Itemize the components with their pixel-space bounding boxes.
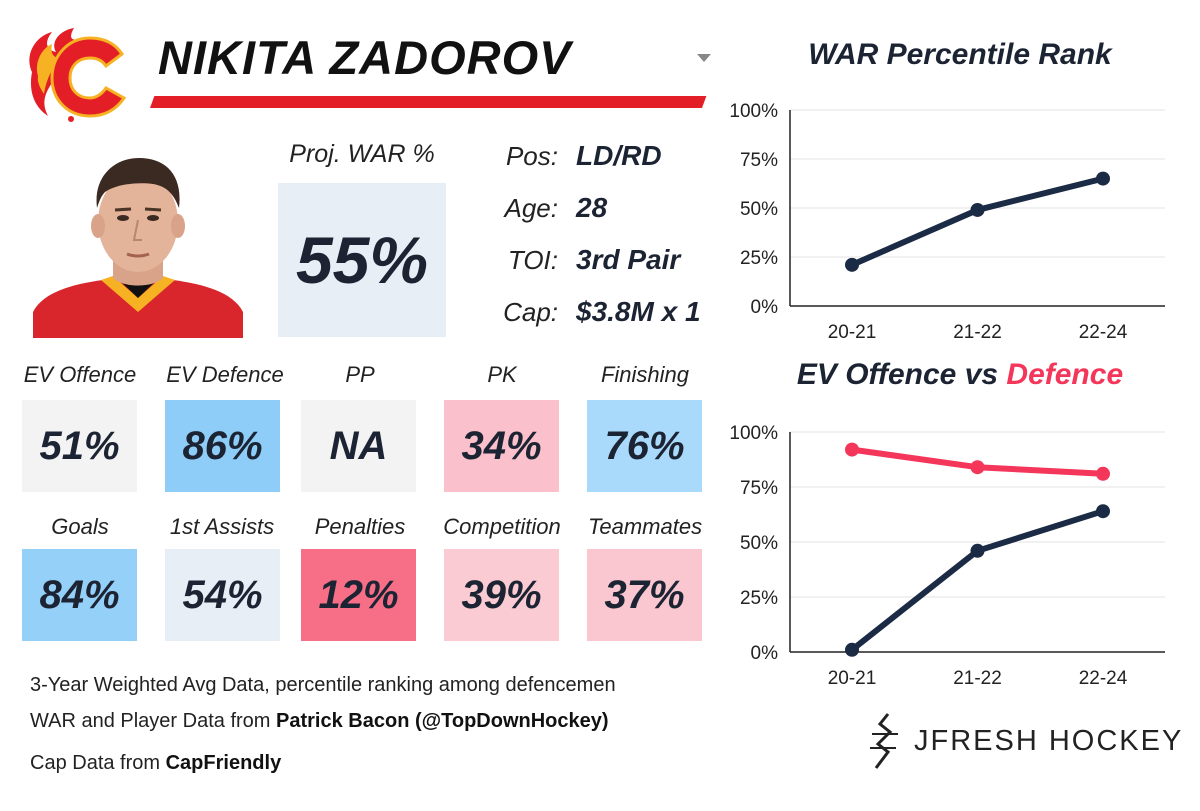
info-row-cap: Cap: $3.8M x 1: [470, 292, 710, 332]
y-tick-label: 50%: [740, 199, 778, 220]
team-logo: [29, 28, 127, 122]
metric-box-1st-assists: 54%: [165, 549, 280, 641]
info-value: $3.8M x 1: [576, 296, 701, 327]
metric-value: 86%: [182, 423, 263, 468]
metric-value: 76%: [604, 423, 685, 468]
data-point: [845, 257, 859, 272]
info-row-position: Pos: LD/RD: [470, 136, 710, 176]
chart-title-ev-part2: Defence: [1006, 358, 1124, 391]
x-tick-label: 20-21: [828, 322, 877, 343]
y-tick-label: 25%: [740, 588, 778, 609]
metric-value: 34%: [461, 423, 542, 468]
series-line: [849, 175, 1106, 268]
chart-title-ev-part1: EV Offence vs: [796, 358, 1007, 391]
info-value: 28: [576, 192, 608, 223]
chevron-down-icon[interactable]: [697, 54, 711, 62]
metric-label-pp: PP: [345, 362, 375, 387]
info-value: 3rd Pair: [576, 244, 681, 275]
proj-war-label: Proj. WAR %: [289, 140, 435, 168]
metric-value: 39%: [461, 572, 542, 617]
y-tick-label: 25%: [740, 248, 778, 269]
brand: JFRESH HOCKEY: [868, 712, 1183, 770]
data-point: [970, 202, 985, 217]
metric-box-penalties: 12%: [301, 549, 416, 641]
info-row-age: Age: 28: [470, 188, 710, 228]
footnote-war-credit: Patrick Bacon (@TopDownHockey): [276, 710, 609, 732]
y-tick-label: 0%: [751, 297, 779, 318]
data-point: [1096, 466, 1110, 481]
footnote-method: 3-Year Weighted Avg Data, percentile ran…: [30, 674, 616, 696]
y-tick-label: 100%: [729, 423, 778, 444]
metric-label-finishing: Finishing: [600, 362, 690, 387]
metric-value: NA: [329, 423, 388, 468]
metric-value: 54%: [182, 572, 263, 617]
metric-value: 51%: [39, 423, 120, 468]
data-point: [970, 460, 985, 475]
metric-box-teammates: 37%: [587, 549, 702, 641]
proj-war-box: 55%: [278, 183, 446, 337]
metric-label-goals: Goals: [51, 514, 109, 539]
brand-logo-icon: [870, 713, 898, 769]
metric-label-teammates: Teammates: [587, 514, 703, 539]
player-photo: [33, 158, 243, 338]
data-point: [1096, 171, 1110, 186]
chart-title-war: WAR Percentile Rank: [808, 38, 1112, 71]
data-point: [970, 543, 985, 558]
x-tick-label: 22-24: [1079, 322, 1128, 343]
x-tick-label: 21-22: [953, 322, 1002, 343]
metric-box-pp: NA: [301, 400, 416, 492]
x-tick-label: 22-24: [1079, 668, 1128, 689]
footnote-war-prefix: WAR and Player Data from: [30, 710, 277, 732]
chart-ev-offence-defence: 0% 25% 50% 75% 100% 20-21 21-22 22-24: [729, 423, 1165, 689]
footnote-cap-prefix: Cap Data from: [30, 752, 166, 774]
data-point: [845, 642, 859, 657]
y-tick-label: 75%: [740, 478, 778, 499]
metric-box-ev-offence: 51%: [22, 400, 137, 492]
x-tick-label: 20-21: [828, 668, 877, 689]
metric-label-1st-assists: 1st Assists: [169, 514, 275, 539]
proj-war-value: 55%: [295, 223, 429, 297]
chart-title-ev: EV Offence vs Defence: [730, 358, 1190, 392]
metric-box-finishing: 76%: [587, 400, 702, 492]
metric-label-competition: Competition: [443, 514, 561, 539]
info-label: Pos:: [505, 140, 558, 171]
info-label: TOI:: [507, 244, 558, 275]
data-point: [1096, 504, 1110, 519]
info-label: Cap:: [503, 296, 558, 327]
metric-box-competition: 39%: [444, 549, 559, 641]
metric-box-pk: 34%: [444, 400, 559, 492]
footnote-cap-source: Cap Data from CapFriendly: [30, 752, 281, 775]
metric-label-pk: PK: [487, 362, 517, 387]
y-tick-label: 75%: [740, 150, 778, 171]
brand-text: JFRESH HOCKEY: [914, 724, 1184, 757]
y-tick-label: 0%: [751, 643, 779, 664]
info-row-toi: TOI: 3rd Pair: [470, 240, 710, 280]
player-name: NIKITA ZADOROV: [158, 31, 572, 84]
series-line: [849, 508, 1106, 653]
chart-war-percentile: 0% 25% 50% 75% 100% 20-21 21-22 22-24: [729, 101, 1165, 343]
info-label: Age:: [504, 192, 559, 223]
metric-value: 12%: [318, 572, 399, 617]
footnote-cap-credit: CapFriendly: [165, 752, 282, 774]
metric-box-goals: 84%: [22, 549, 137, 641]
metric-label-ev-offence: EV Offence: [23, 362, 137, 387]
title-underline: [150, 96, 707, 108]
y-tick-label: 50%: [740, 533, 778, 554]
footnote-war-source: WAR and Player Data from Patrick Bacon (…: [30, 710, 609, 733]
y-tick-label: 100%: [729, 101, 778, 122]
data-point: [845, 442, 859, 457]
x-tick-label: 21-22: [953, 668, 1002, 689]
info-value: LD/RD: [576, 140, 662, 171]
metric-label-penalties: Penalties: [314, 514, 406, 539]
metric-box-ev-defence: 86%: [165, 400, 280, 492]
metric-label-ev-defence: EV Defence: [166, 362, 284, 387]
metric-value: 37%: [604, 572, 685, 617]
metric-value: 84%: [39, 572, 120, 617]
